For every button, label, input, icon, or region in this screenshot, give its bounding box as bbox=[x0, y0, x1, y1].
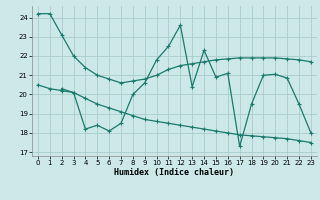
X-axis label: Humidex (Indice chaleur): Humidex (Indice chaleur) bbox=[115, 168, 234, 177]
